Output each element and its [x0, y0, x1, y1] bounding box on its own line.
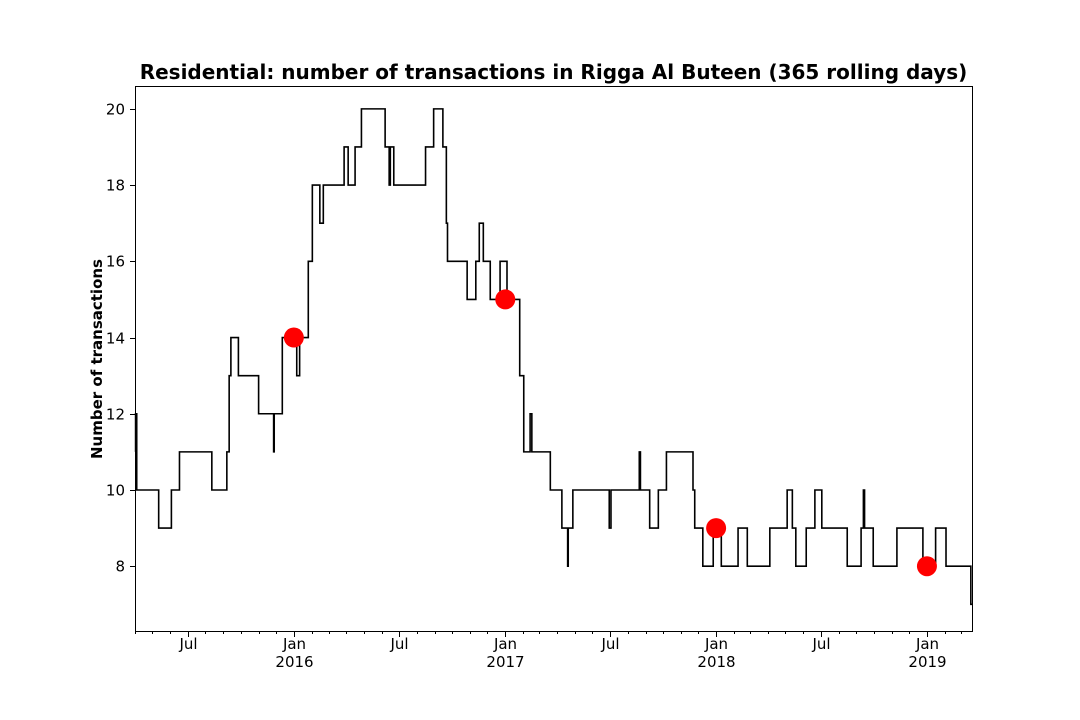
- x-tick-label: Jul: [178, 635, 197, 653]
- transactions-step-line: [134, 108, 972, 606]
- year-start-marker: [495, 289, 516, 310]
- x-tick-year-label: 2017: [486, 653, 524, 671]
- x-tick-year-label: 2018: [697, 653, 735, 671]
- y-tick-label: 16: [106, 253, 125, 271]
- x-tick-label: Jan: [704, 635, 728, 653]
- x-tick-label: Jan: [282, 635, 306, 653]
- y-tick-label: 20: [106, 101, 125, 119]
- y-tick-label: 18: [106, 177, 125, 195]
- y-axis-ticks: 8 10 12 14 16 18 20: [106, 101, 135, 576]
- x-tick-label: Jan: [493, 635, 517, 653]
- chart-title: Residential: number of transactions in R…: [139, 60, 968, 84]
- y-tick-label: 12: [106, 406, 125, 424]
- y-tick-label: 10: [106, 482, 125, 500]
- x-tick-label: Jul: [600, 635, 619, 653]
- series-layer: [134, 108, 972, 606]
- x-tick-label: Jul: [389, 635, 408, 653]
- x-tick-label: Jul: [811, 635, 830, 653]
- x-tick-year-label: 2019: [908, 653, 946, 671]
- x-tick-year-label: 2016: [275, 653, 313, 671]
- y-tick-label: 14: [106, 330, 125, 348]
- plot-frame: [135, 86, 973, 632]
- y-tick-label: 8: [115, 558, 125, 576]
- year-start-marker: [706, 518, 727, 539]
- x-tick-label: Jan: [915, 635, 939, 653]
- year-start-marker: [916, 556, 937, 577]
- year-start-marker: [283, 327, 304, 348]
